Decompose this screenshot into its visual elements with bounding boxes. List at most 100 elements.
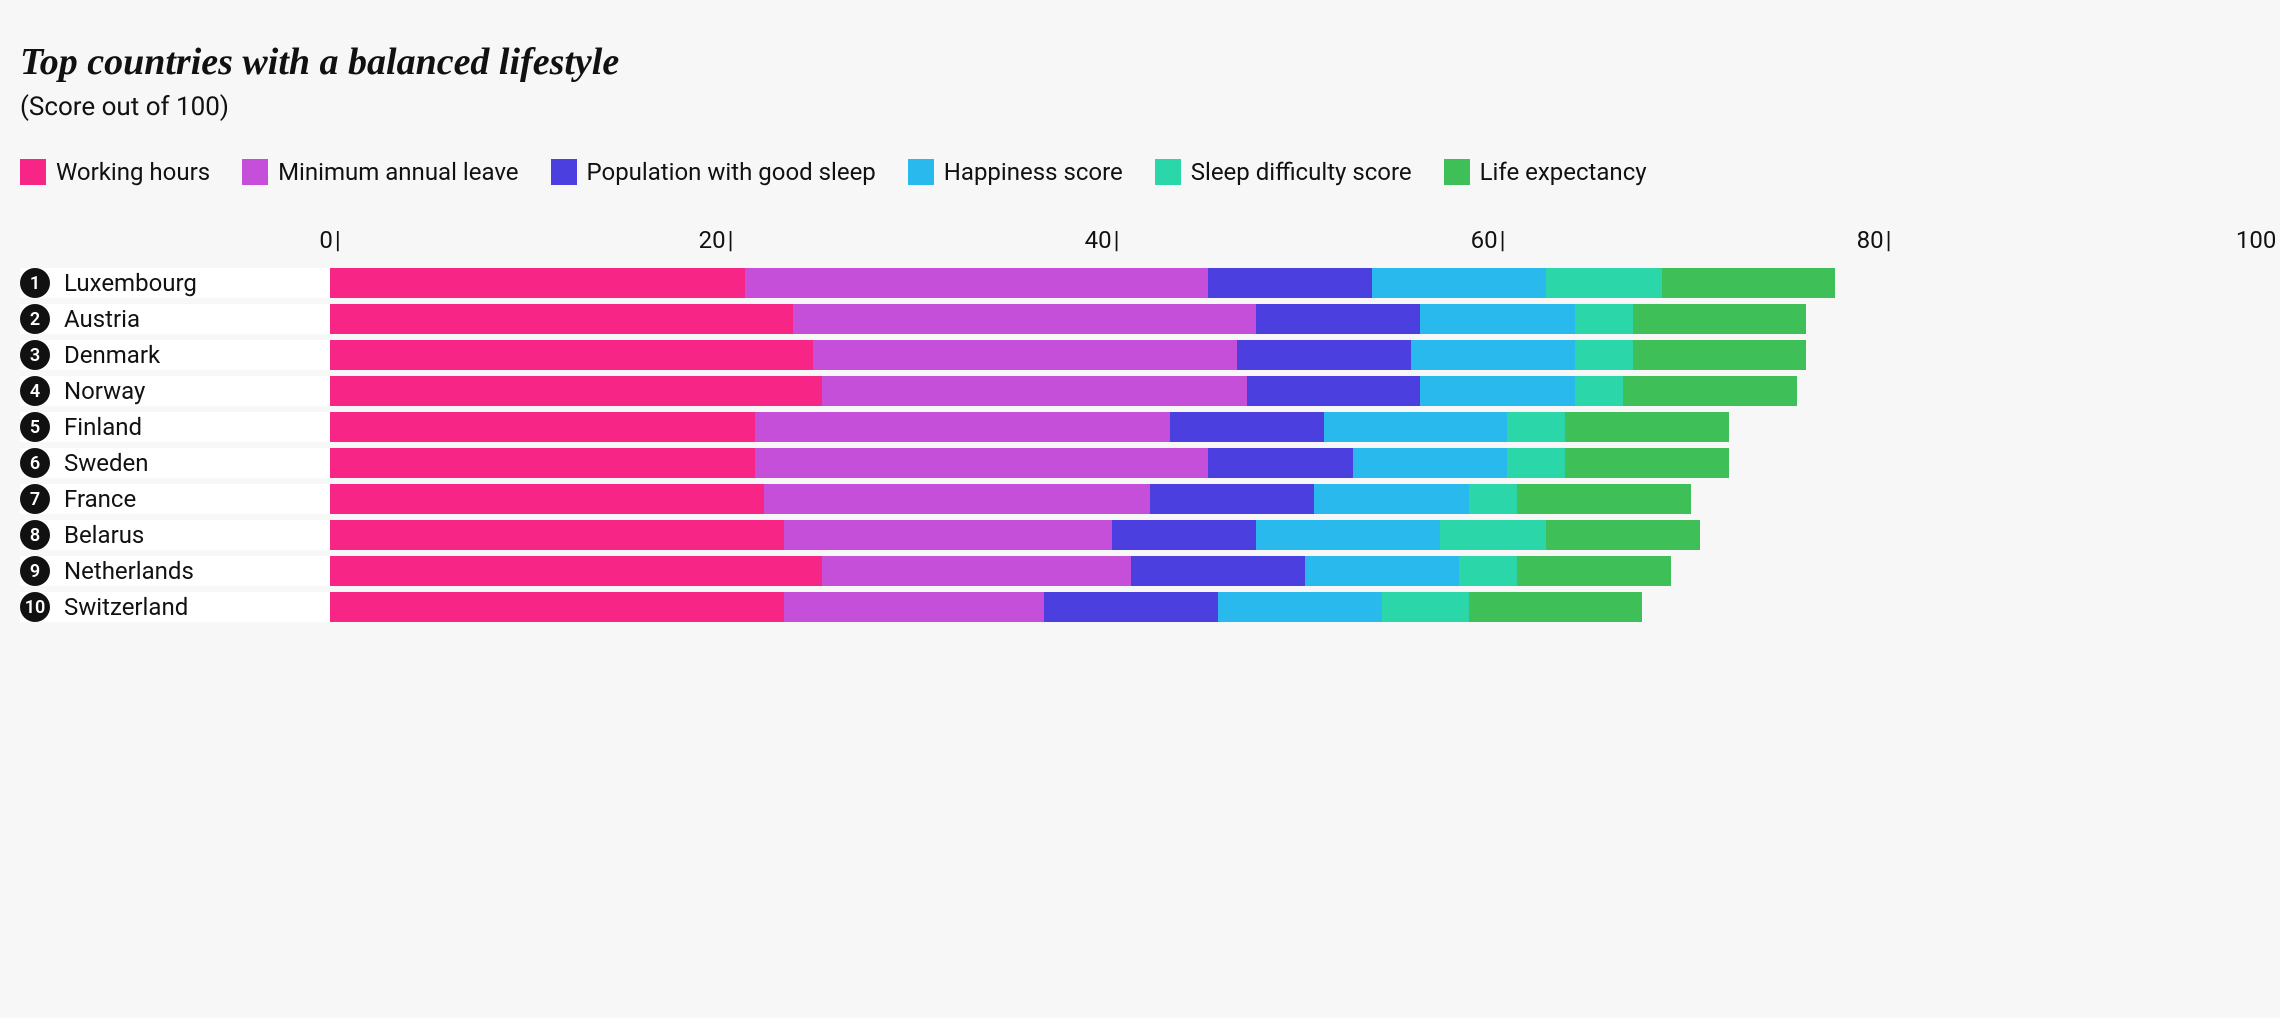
bar-segment-good_sleep [1256,304,1420,334]
bar-segment-min_leave [822,556,1131,586]
bar-segment-happiness [1324,412,1507,442]
bar-area [330,592,2260,622]
rank-badge: 2 [20,304,50,334]
bar-segment-sleep_diff [1507,448,1565,478]
bar-segment-life_exp [1633,304,1807,334]
bar-segment-min_leave [784,592,1045,622]
stacked-bar [330,376,2260,406]
bar-segment-working_hours [330,412,755,442]
bar-segment-sleep_diff [1469,484,1517,514]
bar-row: 1Luxembourg [20,268,2260,298]
chart-subtitle: (Score out of 100) [20,92,2260,122]
chart-title: Top countries with a balanced lifestyle [20,40,2260,84]
country-name: Belarus [64,521,144,549]
row-label: 3Denmark [20,340,330,370]
rank-badge: 9 [20,556,50,586]
bar-segment-life_exp [1565,448,1729,478]
legend-swatch [1155,159,1181,185]
bar-row: 2Austria [20,304,2260,334]
legend-item-life_exp: Life expectancy [1444,158,1647,186]
bar-segment-life_exp [1633,340,1807,370]
country-name: Denmark [64,341,160,369]
bar-segment-good_sleep [1044,592,1218,622]
bar-row: 9 Netherlands [20,556,2260,586]
balanced-lifestyle-chart: Top countries with a balanced lifestyle … [20,40,2260,622]
rank-badge: 7 [20,484,50,514]
bar-segment-min_leave [764,484,1150,514]
axis-tick-mark: | [728,226,734,254]
bar-segment-life_exp [1565,412,1729,442]
country-name: Finland [64,413,142,441]
legend-label: Sleep difficulty score [1191,158,1412,186]
legend-swatch [20,159,46,185]
axis-tick-mark: | [1886,226,1892,254]
bar-segment-min_leave [755,412,1170,442]
axis-tick-label: 60 [1471,226,1498,254]
bar-row: 7France [20,484,2260,514]
bar-segment-happiness [1256,520,1439,550]
bar-segment-working_hours [330,448,755,478]
bar-segment-min_leave [784,520,1112,550]
bar-segment-happiness [1314,484,1468,514]
rank-badge: 1 [20,268,50,298]
bar-segment-good_sleep [1247,376,1421,406]
axis-tick-label: 20 [699,226,726,254]
country-name: Switzerland [64,593,188,621]
legend-item-good_sleep: Population with good sleep [551,158,876,186]
x-axis: 0|20|40|60|80|100| [20,226,2260,256]
bar-segment-sleep_diff [1440,520,1546,550]
stacked-bar [330,592,2260,622]
bar-row: 4Norway [20,376,2260,406]
row-label: 9 Netherlands [20,556,330,586]
rank-badge: 6 [20,448,50,478]
bar-segment-good_sleep [1150,484,1314,514]
bar-segment-happiness [1305,556,1459,586]
bar-segment-good_sleep [1208,448,1353,478]
bar-segment-good_sleep [1237,340,1411,370]
bar-segment-sleep_diff [1382,592,1469,622]
bar-segment-happiness [1353,448,1507,478]
axis-tick-label: 100 [2236,226,2276,254]
axis-tick: 40| [1085,226,1120,254]
bar-segment-min_leave [813,340,1238,370]
bar-segment-happiness [1372,268,1546,298]
bar-segment-sleep_diff [1575,340,1633,370]
legend-swatch [551,159,577,185]
bar-area [330,340,2260,370]
legend-item-working_hours: Working hours [20,158,210,186]
legend-item-sleep_diff: Sleep difficulty score [1155,158,1412,186]
bar-segment-life_exp [1546,520,1700,550]
rank-badge: 8 [20,520,50,550]
axis-tick: 80| [1857,226,1892,254]
bar-segment-min_leave [755,448,1209,478]
bar-segment-happiness [1420,304,1574,334]
bar-segment-working_hours [330,376,822,406]
rank-badge: 5 [20,412,50,442]
bar-segment-working_hours [330,556,822,586]
bar-segment-happiness [1218,592,1382,622]
bar-segment-good_sleep [1170,412,1324,442]
axis-tick: 0| [319,226,340,254]
stacked-bar [330,340,2260,370]
bar-segment-working_hours [330,340,813,370]
axis-tick-label: 40 [1085,226,1112,254]
bar-row: 6Sweden [20,448,2260,478]
legend-item-happiness: Happiness score [908,158,1123,186]
bar-segment-sleep_diff [1459,556,1517,586]
bar-segment-life_exp [1517,484,1691,514]
bar-segment-working_hours [330,268,745,298]
bar-segment-sleep_diff [1507,412,1565,442]
bar-area [330,484,2260,514]
country-name: Netherlands [64,557,194,585]
bar-segment-min_leave [822,376,1247,406]
legend-item-min_leave: Minimum annual leave [242,158,518,186]
bar-segment-happiness [1411,340,1575,370]
bar-area [330,412,2260,442]
row-label: 6Sweden [20,448,330,478]
bar-segment-working_hours [330,304,793,334]
stacked-bar [330,556,2260,586]
bar-segment-life_exp [1517,556,1671,586]
plot-area: 0|20|40|60|80|100| 1Luxembourg2Austria3D… [20,226,2260,622]
legend-label: Minimum annual leave [278,158,518,186]
bar-segment-life_exp [1623,376,1797,406]
